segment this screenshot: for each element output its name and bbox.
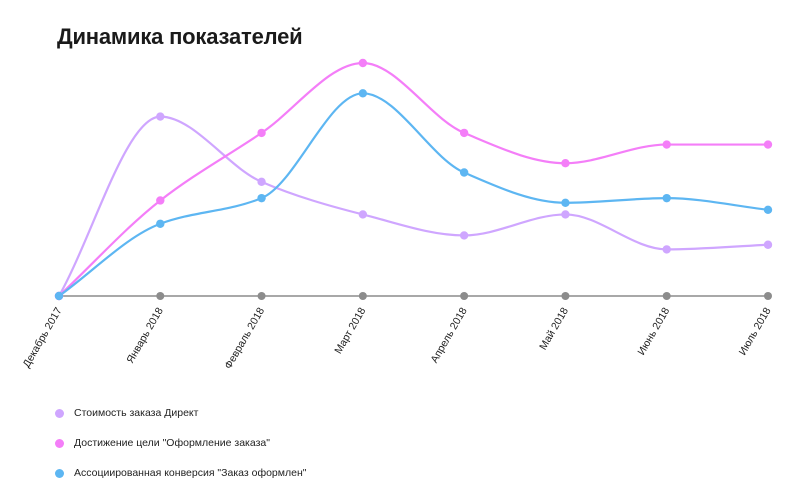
- x-tick-label: Март 2018: [332, 305, 368, 356]
- x-tick-label: Май 2018: [537, 305, 571, 352]
- chart-title: Динамика показателей: [57, 24, 303, 49]
- data-point: [662, 140, 671, 149]
- data-point: [459, 231, 469, 240]
- data-point: [763, 140, 773, 149]
- x-axis-marker: [561, 292, 570, 300]
- x-tick-label: Январь 2018: [124, 305, 166, 365]
- data-point: [358, 89, 368, 98]
- data-point: [54, 291, 64, 301]
- x-axis-marker: [156, 292, 165, 300]
- legend-item: Достижение цели "Оформление заказа": [55, 428, 307, 458]
- data-point: [459, 168, 469, 177]
- data-point: [257, 177, 266, 187]
- x-axis-marker: [257, 292, 266, 300]
- legend-label: Достижение цели "Оформление заказа": [74, 437, 270, 449]
- series-line-1: [57, 115, 770, 298]
- legend-dot-icon: [55, 408, 64, 418]
- legend-label: Стоимость заказа Директ: [74, 407, 199, 419]
- data-point: [662, 245, 671, 254]
- data-point: [459, 128, 469, 138]
- x-axis-marker: [764, 292, 772, 300]
- series-line-3: [57, 92, 770, 298]
- data-point: [358, 210, 368, 219]
- x-axis-marker: [460, 292, 469, 300]
- x-axis-marker: [662, 292, 671, 300]
- data-point: [561, 158, 570, 168]
- x-axis-marker: [358, 292, 367, 300]
- legend-dot-icon: [55, 468, 64, 478]
- x-tick-label: Июль 2018: [737, 305, 774, 357]
- data-point: [156, 112, 165, 121]
- x-tick-label: Апрель 2018: [428, 305, 469, 365]
- legend: Стоимость заказа Директ Достижение цели "…: [55, 398, 307, 488]
- legend-label: Ассоциированная конверсия "Заказ оформле…: [74, 467, 307, 479]
- legend-dot-icon: [55, 438, 64, 448]
- x-tick-label: Февраль 2018: [222, 305, 267, 371]
- data-point: [763, 205, 773, 214]
- data-point: [257, 193, 266, 203]
- x-tick-label: Декабрь 2017: [21, 305, 65, 369]
- x-tick-label: Июнь 2018: [635, 305, 672, 357]
- data-point: [561, 198, 570, 207]
- data-point: [257, 128, 266, 138]
- legend-item: Стоимость заказа Директ: [55, 398, 307, 428]
- data-point: [156, 219, 165, 228]
- data-point: [358, 58, 368, 68]
- legend-item: Ассоциированная конверсия "Заказ оформле…: [55, 458, 307, 488]
- data-point: [561, 210, 570, 219]
- series-line-2: [57, 61, 770, 298]
- data-point: [662, 193, 671, 203]
- data-point: [763, 240, 773, 249]
- data-point: [156, 196, 165, 205]
